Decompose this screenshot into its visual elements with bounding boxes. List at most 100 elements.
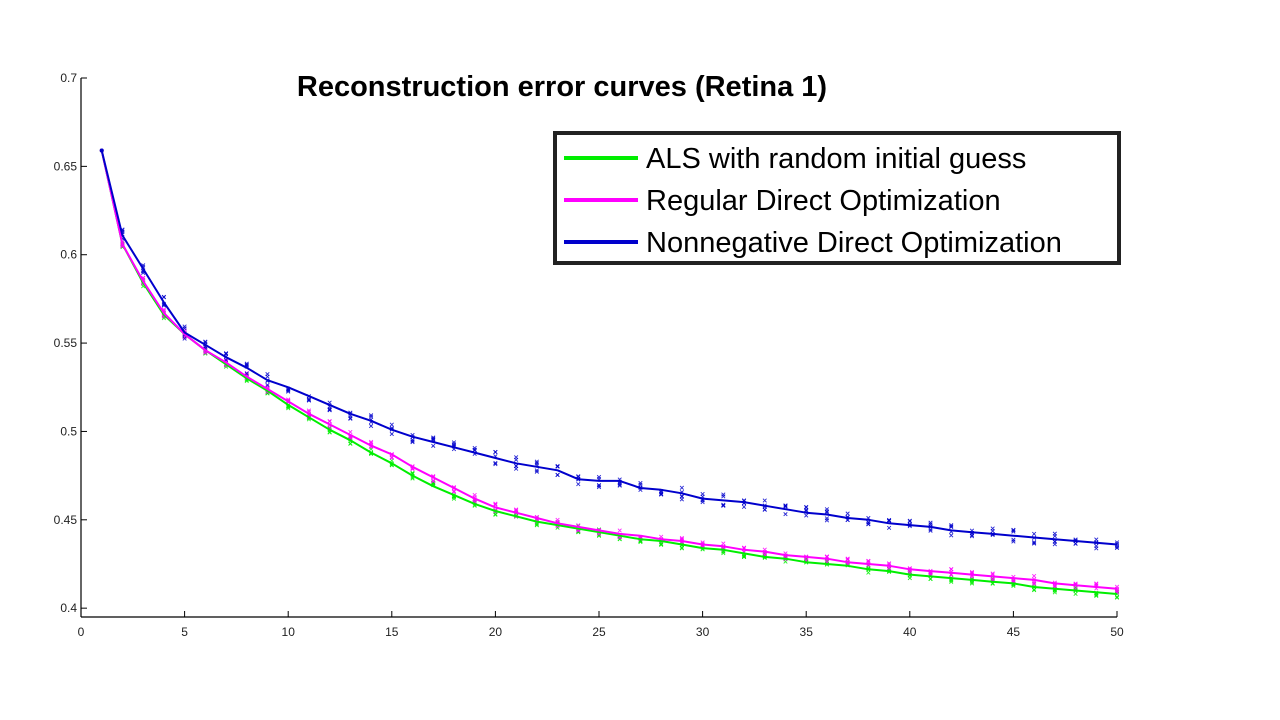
trial-marker xyxy=(990,528,995,534)
trial-marker xyxy=(721,503,726,508)
y-tick-label: 0.7 xyxy=(60,71,77,85)
trial-markers xyxy=(120,227,1120,600)
trial-marker xyxy=(410,439,415,445)
trial-marker xyxy=(1032,540,1037,545)
trial-marker xyxy=(928,576,933,582)
legend-box xyxy=(553,131,1121,265)
trial-marker xyxy=(928,520,933,525)
trial-marker xyxy=(638,480,643,486)
trial-marker xyxy=(1011,578,1016,583)
trial-marker xyxy=(990,571,995,576)
trial-marker xyxy=(617,528,622,533)
trial-marker xyxy=(1114,545,1120,550)
x-tick-label: 5 xyxy=(181,625,188,639)
trial-marker xyxy=(1114,594,1120,600)
series-lines xyxy=(99,148,1118,595)
trial-marker xyxy=(286,406,291,411)
trial-marker xyxy=(265,371,270,377)
x-tick-label: 35 xyxy=(800,625,814,639)
trial-marker xyxy=(555,472,560,478)
trial-marker xyxy=(928,528,933,533)
x-tick-label: 0 xyxy=(78,625,85,639)
trial-marker xyxy=(286,388,291,393)
trial-marker xyxy=(451,489,457,494)
trial-marker xyxy=(721,502,726,507)
trial-marker xyxy=(534,460,539,466)
trial-marker xyxy=(223,352,229,357)
trial-marker xyxy=(741,504,747,510)
trial-marker xyxy=(804,504,809,510)
trial-marker xyxy=(161,294,166,299)
trial-marker xyxy=(824,509,830,514)
trial-marker xyxy=(949,524,954,529)
trial-marker xyxy=(493,449,498,455)
x-tick-label: 20 xyxy=(489,625,503,639)
trial-marker xyxy=(741,554,747,560)
trial-marker xyxy=(762,498,767,503)
x-tick-label: 50 xyxy=(1110,625,1124,639)
trial-marker xyxy=(431,436,436,441)
trial-marker xyxy=(493,461,498,467)
series-start-point xyxy=(99,148,104,153)
trial-marker xyxy=(845,511,850,516)
y-tick-label: 0.55 xyxy=(54,336,78,350)
trial-marker xyxy=(969,569,975,575)
series-line-0 xyxy=(100,150,1118,595)
trial-marker xyxy=(1073,541,1078,546)
trial-marker xyxy=(306,408,312,413)
series-line-1 xyxy=(100,150,1118,590)
trial-marker xyxy=(638,482,643,487)
trial-marker xyxy=(431,479,436,484)
trial-marker xyxy=(886,566,892,571)
x-tick-label: 45 xyxy=(1007,625,1021,639)
legend-label: Nonnegative Direct Optimization xyxy=(646,227,1062,259)
trial-marker xyxy=(1052,533,1057,539)
trial-marker xyxy=(389,422,394,427)
trial-marker xyxy=(721,494,726,499)
trial-marker xyxy=(783,512,788,517)
trial-marker xyxy=(1094,593,1099,599)
trial-marker xyxy=(534,468,539,473)
trial-marker xyxy=(493,501,498,506)
axes: 0 5 10 15 20 25 30 35 40 45 50 0.4 0.45 0.5 0.55 0.6 0.6… xyxy=(54,71,1124,639)
trial-marker xyxy=(389,455,394,461)
trial-marker xyxy=(949,567,954,572)
trial-marker xyxy=(679,494,684,499)
series-line-2 xyxy=(100,150,1118,546)
trial-marker xyxy=(721,551,726,556)
trial-marker xyxy=(990,577,995,582)
trial-marker xyxy=(1011,537,1016,542)
trial-marker xyxy=(824,518,830,523)
trial-marker xyxy=(886,525,892,530)
trial-marker xyxy=(182,336,187,341)
trial-marker xyxy=(368,414,374,419)
trial-marker xyxy=(368,423,374,429)
trial-marker xyxy=(493,460,498,466)
x-tick-label: 15 xyxy=(385,625,399,639)
trial-marker xyxy=(1032,541,1037,546)
trial-marker xyxy=(969,580,975,585)
chart-title: Reconstruction error curves (Retina 1) xyxy=(297,71,827,103)
trial-marker xyxy=(659,542,664,548)
trial-marker xyxy=(368,413,374,418)
trial-marker xyxy=(638,539,643,545)
x-tick-label: 30 xyxy=(696,625,710,639)
trial-marker xyxy=(783,503,788,508)
trial-marker xyxy=(555,464,560,469)
trial-marker xyxy=(431,443,436,448)
trial-marker xyxy=(596,484,602,490)
trial-marker xyxy=(1073,591,1078,597)
trial-marker xyxy=(534,469,539,474)
trial-marker xyxy=(431,478,436,483)
trial-marker xyxy=(679,535,684,541)
trial-marker xyxy=(866,559,871,564)
trial-marker xyxy=(223,351,229,356)
trial-marker xyxy=(514,457,519,462)
trial-marker xyxy=(327,408,332,413)
trial-marker xyxy=(451,488,457,494)
trial-marker xyxy=(1032,531,1037,536)
trial-marker xyxy=(886,561,892,566)
trial-marker xyxy=(514,507,519,512)
trial-marker xyxy=(327,406,332,412)
